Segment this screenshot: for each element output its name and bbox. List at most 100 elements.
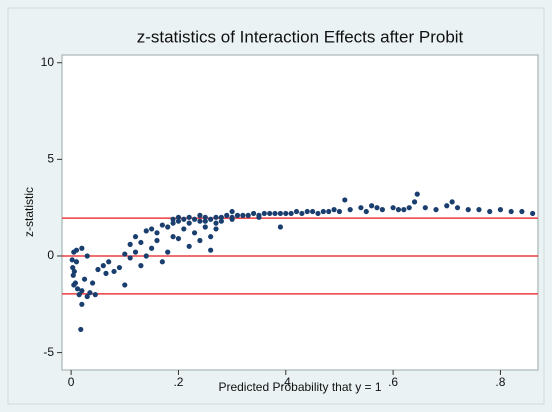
point bbox=[406, 205, 412, 211]
x-tick-label: .2 bbox=[173, 375, 183, 389]
point bbox=[165, 249, 171, 255]
point bbox=[106, 259, 112, 265]
point bbox=[288, 210, 294, 217]
chart-title: z-statistics of Interaction Effects afte… bbox=[137, 27, 464, 46]
point bbox=[208, 247, 214, 253]
point bbox=[347, 207, 353, 213]
point bbox=[320, 208, 326, 215]
y-tick-label: 5 bbox=[47, 152, 54, 166]
point bbox=[79, 301, 85, 307]
point bbox=[331, 207, 337, 213]
point bbox=[197, 237, 203, 244]
point bbox=[401, 207, 407, 213]
point bbox=[411, 199, 418, 205]
point bbox=[519, 208, 525, 215]
point bbox=[175, 214, 182, 220]
point bbox=[149, 245, 155, 251]
point bbox=[277, 224, 284, 230]
point bbox=[433, 207, 439, 213]
point bbox=[159, 222, 165, 228]
point bbox=[154, 230, 160, 236]
point bbox=[234, 212, 241, 218]
point bbox=[272, 210, 278, 217]
point bbox=[76, 292, 82, 298]
point bbox=[369, 203, 375, 209]
point bbox=[358, 205, 364, 211]
point bbox=[208, 234, 214, 240]
point bbox=[213, 214, 219, 220]
point bbox=[508, 208, 514, 215]
point bbox=[390, 205, 396, 211]
point bbox=[277, 210, 284, 217]
point bbox=[138, 239, 144, 246]
point bbox=[191, 216, 198, 222]
point bbox=[92, 292, 98, 298]
point bbox=[326, 208, 332, 215]
point bbox=[122, 251, 128, 257]
point bbox=[181, 226, 187, 232]
point bbox=[240, 212, 246, 218]
point bbox=[197, 212, 203, 218]
point bbox=[197, 218, 203, 224]
point bbox=[449, 199, 455, 205]
x-tick-label: .4 bbox=[281, 375, 291, 389]
point bbox=[175, 235, 182, 242]
point bbox=[165, 224, 171, 230]
point bbox=[293, 208, 300, 215]
point bbox=[149, 226, 155, 232]
point bbox=[143, 253, 149, 259]
point bbox=[444, 203, 450, 209]
point bbox=[267, 210, 273, 217]
point bbox=[310, 208, 316, 215]
point bbox=[74, 286, 81, 292]
point bbox=[304, 208, 310, 215]
point bbox=[73, 259, 80, 265]
point bbox=[191, 230, 198, 236]
point bbox=[229, 216, 235, 222]
point bbox=[218, 218, 224, 224]
point bbox=[111, 268, 117, 275]
point bbox=[395, 207, 402, 213]
point bbox=[154, 237, 160, 244]
point bbox=[71, 268, 77, 275]
point bbox=[208, 216, 214, 222]
point bbox=[213, 220, 219, 226]
point bbox=[143, 228, 149, 234]
point bbox=[202, 214, 208, 220]
point bbox=[530, 210, 536, 217]
y-axis-title: z-statistic bbox=[22, 187, 36, 237]
point bbox=[127, 255, 133, 261]
point bbox=[422, 205, 428, 211]
y-tick-label: 10 bbox=[41, 55, 55, 69]
point bbox=[245, 212, 251, 218]
point bbox=[103, 270, 109, 276]
point bbox=[229, 208, 235, 215]
point bbox=[379, 207, 385, 213]
point bbox=[250, 210, 257, 217]
point bbox=[465, 207, 471, 213]
x-tick-label: .8 bbox=[495, 375, 505, 389]
point bbox=[122, 282, 128, 288]
point bbox=[315, 210, 321, 217]
point bbox=[132, 234, 139, 240]
point bbox=[336, 208, 343, 215]
point bbox=[84, 293, 90, 300]
point bbox=[363, 208, 369, 215]
point bbox=[73, 247, 80, 253]
point bbox=[100, 263, 106, 269]
point bbox=[299, 210, 305, 217]
point bbox=[487, 208, 493, 215]
point bbox=[202, 224, 208, 230]
point bbox=[181, 216, 187, 222]
point bbox=[138, 263, 144, 269]
point bbox=[95, 266, 101, 273]
point bbox=[84, 253, 90, 259]
point bbox=[186, 243, 192, 249]
point bbox=[81, 276, 88, 282]
point bbox=[159, 259, 165, 265]
point bbox=[454, 205, 461, 211]
point bbox=[127, 241, 133, 247]
point bbox=[218, 214, 224, 220]
point bbox=[170, 220, 176, 226]
